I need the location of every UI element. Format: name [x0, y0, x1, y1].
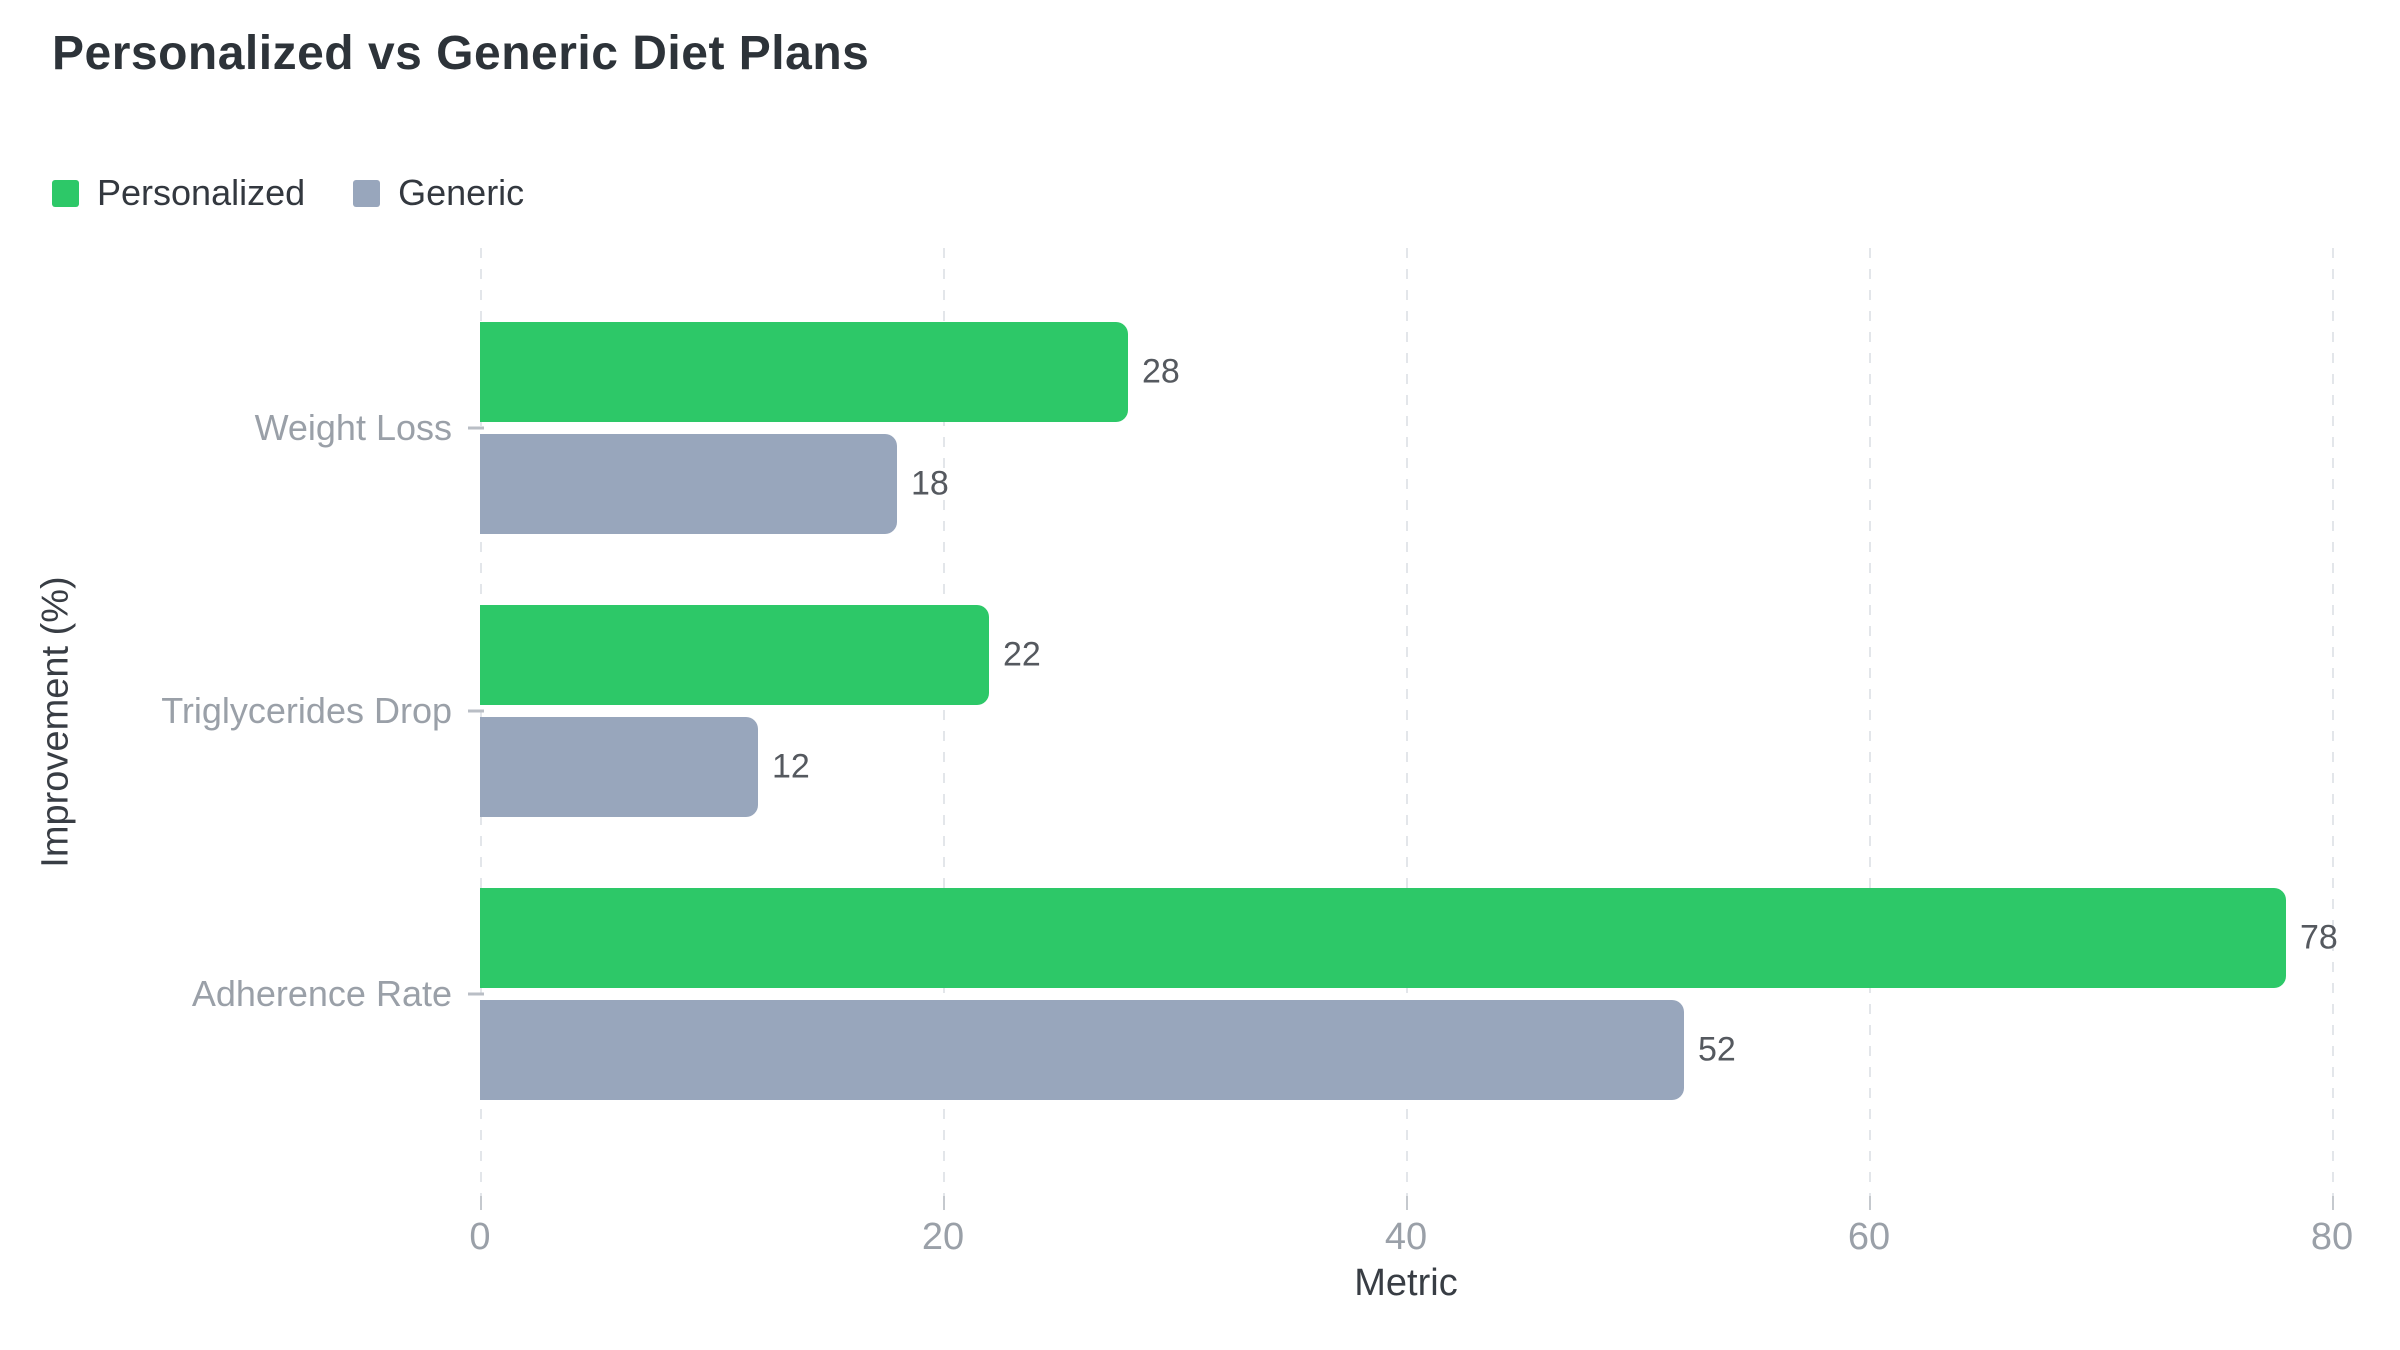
x-tick-label-20: 20 — [921, 1216, 965, 1258]
gridline-80 — [2332, 248, 2334, 1196]
legend-item-generic[interactable]: Generic — [353, 172, 524, 214]
x-tick-label-40: 40 — [1384, 1216, 1428, 1258]
x-axis-tick-0 — [480, 1196, 482, 1210]
gridline-60 — [1869, 248, 1871, 1196]
bar-generic-triglycerides-drop[interactable] — [480, 717, 758, 817]
legend-item-label: Personalized — [97, 172, 306, 213]
value-label-generic-adherence-rate: 52 — [1698, 1030, 1736, 1069]
x-axis-title: Metric — [1354, 1262, 1458, 1304]
x-tick-label-0: 0 — [469, 1216, 491, 1258]
category-tick-weight-loss — [468, 426, 484, 430]
category-label-triglycerides-drop: Triglycerides Drop — [161, 690, 452, 731]
category-tick-triglycerides-drop — [468, 709, 484, 713]
y-axis-title: Improvement (%) — [34, 576, 77, 868]
gridline-20 — [943, 248, 945, 1196]
x-tick-label-60: 60 — [1847, 1216, 1891, 1258]
legend-swatch-icon — [52, 179, 79, 207]
legend-item-personalized[interactable]: Personalized — [52, 172, 305, 214]
legend: Personalized Generic — [52, 172, 524, 214]
value-label-personalized-weight-loss: 28 — [1142, 352, 1180, 391]
legend-swatch-icon — [353, 179, 381, 207]
x-tick-label-80: 80 — [2310, 1216, 2354, 1258]
bar-personalized-triglycerides-drop[interactable] — [480, 605, 989, 705]
chart-title: Personalized vs Generic Diet Plans — [52, 27, 870, 80]
legend-item-label: Generic — [398, 172, 525, 213]
x-axis-tick-20 — [943, 1196, 945, 1210]
category-label-weight-loss: Weight Loss — [254, 407, 452, 448]
x-axis-tick-80 — [2332, 1196, 2334, 1210]
x-axis-tick-40 — [1406, 1196, 1408, 1210]
gridline-40 — [1406, 248, 1408, 1196]
value-label-personalized-triglycerides-drop: 22 — [1003, 635, 1041, 674]
category-label-adherence-rate: Adherence Rate — [191, 973, 452, 1014]
value-label-generic-weight-loss: 18 — [911, 464, 949, 503]
value-label-generic-triglycerides-drop: 12 — [772, 747, 810, 786]
category-tick-adherence-rate — [468, 992, 484, 996]
x-axis-tick-60 — [1869, 1196, 1871, 1210]
bar-personalized-adherence-rate[interactable] — [480, 888, 2286, 988]
plot-area: 0 20 40 60 80 Weight Loss 28 18 Triglycerides Dr… — [161, 248, 2392, 1258]
bar-personalized-weight-loss[interactable] — [480, 322, 1128, 422]
value-label-personalized-adherence-rate: 78 — [2300, 918, 2338, 957]
bar-generic-weight-loss[interactable] — [480, 434, 897, 534]
bar-generic-adherence-rate[interactable] — [480, 1000, 1684, 1100]
